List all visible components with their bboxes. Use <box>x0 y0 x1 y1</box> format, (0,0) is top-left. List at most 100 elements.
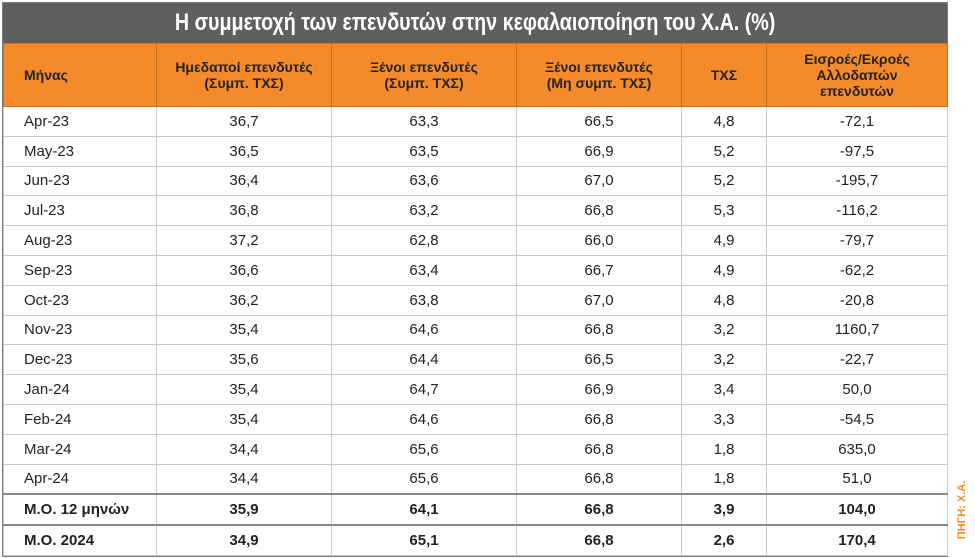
cell: 63,3 <box>331 106 517 137</box>
cell: 66,8 <box>516 463 682 495</box>
row-label: Μ.Ο. 2024 <box>3 524 157 556</box>
cell: -22,7 <box>766 344 948 376</box>
cell: 65,6 <box>331 463 517 495</box>
cell: 66,5 <box>516 106 682 137</box>
header-row: Μήνας Ημεδαποί επενδυτές (Συμπ. ΤΧΣ) Ξένοι … <box>3 43 948 107</box>
cell: 66,8 <box>516 403 682 435</box>
cell: 170,4 <box>766 524 948 556</box>
cell: 36,2 <box>156 284 332 316</box>
cell: 66,8 <box>516 524 682 556</box>
header-cell: Ημεδαποί επενδυτές (Συμπ. ΤΧΣ) <box>156 43 332 107</box>
cell: -62,2 <box>766 254 948 286</box>
row-label: Jun-23 <box>3 165 157 197</box>
cell: -72,1 <box>766 106 948 137</box>
source: ΠΗΓΗ: Χ.Α. <box>956 480 968 540</box>
row-label: Μ.Ο. 12 μηνών <box>3 493 157 526</box>
cell: 5,3 <box>681 195 767 227</box>
row-label: Nov-23 <box>3 314 157 346</box>
table-row: Jun-23 36,4 63,6 67,0 5,2 -195,7 <box>3 165 948 197</box>
row-label: Apr-24 <box>3 463 157 495</box>
header-line: (Συμπ. ΤΧΣ) <box>204 75 284 91</box>
cell: -79,7 <box>766 225 948 256</box>
cell: 4,8 <box>681 106 767 137</box>
cell: 35,9 <box>156 493 332 526</box>
header-cell: Μήνας <box>3 43 157 107</box>
header-line: ΤΧΣ <box>710 67 738 83</box>
cell: 63,2 <box>331 195 517 227</box>
header-cell: Ξένοι επενδυτές (Μη συμπ. ΤΧΣ) <box>516 43 682 107</box>
cell: 67,0 <box>516 165 682 197</box>
cell: 63,4 <box>331 254 517 286</box>
table-row: Jan-24 35,4 64,7 66,9 3,4 50,0 <box>3 374 948 405</box>
cell: 64,7 <box>331 374 517 405</box>
cell: 4,9 <box>681 225 767 256</box>
header-line: Ημεδαποί επενδυτές <box>175 59 313 75</box>
table-row: Apr-23 36,7 63,3 66,5 4,8 -72,1 <box>3 106 948 137</box>
table-row: Aug-23 37,2 62,8 66,0 4,9 -79,7 <box>3 225 948 256</box>
cell: 5,2 <box>681 135 767 167</box>
cell: 51,0 <box>766 463 948 495</box>
row-label: Jan-24 <box>3 374 157 405</box>
cell: 36,6 <box>156 254 332 286</box>
cell: -195,7 <box>766 165 948 197</box>
cell: -116,2 <box>766 195 948 227</box>
summary-row: Μ.Ο. 2024 34,9 65,1 66,8 2,6 170,4 <box>3 524 948 556</box>
header-line: Ξένοι επενδυτές <box>545 59 653 75</box>
row-label: Jul-23 <box>3 195 157 227</box>
cell: 3,2 <box>681 344 767 376</box>
title-bar: Η συμμετοχή των επενδυτών στην κεφαλαιοπ… <box>3 3 947 43</box>
header-line: (Μη συμπ. ΤΧΣ) <box>546 75 652 91</box>
cell: 64,4 <box>331 344 517 376</box>
cell: 66,9 <box>516 135 682 167</box>
cell: 635,0 <box>766 433 948 465</box>
cell: 34,4 <box>156 463 332 495</box>
header-cell: Εισροές/Εκροές Αλλοδαπών επενδυτών <box>766 43 948 107</box>
cell: 3,9 <box>681 493 767 526</box>
cell: 63,8 <box>331 284 517 316</box>
cell: 50,0 <box>766 374 948 405</box>
table-card: Η συμμετοχή των επενδυτών στην κεφαλαιοπ… <box>2 2 948 557</box>
cell: 35,6 <box>156 344 332 376</box>
row-label: Apr-23 <box>3 106 157 137</box>
cell: 1,8 <box>681 463 767 495</box>
table-row: Feb-24 35,4 64,6 66,8 3,3 -54,5 <box>3 403 948 435</box>
cell: 66,8 <box>516 433 682 465</box>
cell: 4,8 <box>681 284 767 316</box>
cell: 63,5 <box>331 135 517 167</box>
table-row: May-23 36,5 63,5 66,9 5,2 -97,5 <box>3 135 948 167</box>
row-label: Oct-23 <box>3 284 157 316</box>
cell: 3,3 <box>681 403 767 435</box>
summary-row: Μ.Ο. 12 μηνών 35,9 64,1 66,8 3,9 104,0 <box>3 493 948 526</box>
row-label: Aug-23 <box>3 225 157 256</box>
cell: 35,4 <box>156 374 332 405</box>
row-label: Feb-24 <box>3 403 157 435</box>
cell: 3,4 <box>681 374 767 405</box>
cell: 66,7 <box>516 254 682 286</box>
table-row: Oct-23 36,2 63,8 67,0 4,8 -20,8 <box>3 284 948 316</box>
table-row: Mar-24 34,4 65,6 66,8 1,8 635,0 <box>3 433 948 465</box>
cell: 66,8 <box>516 493 682 526</box>
header-line: επενδυτών <box>820 83 894 99</box>
cell: 66,8 <box>516 314 682 346</box>
header-line: (Συμπ. ΤΧΣ) <box>384 75 464 91</box>
table-row: Dec-23 35,6 64,4 66,5 3,2 -22,7 <box>3 344 948 376</box>
cell: 36,7 <box>156 106 332 137</box>
cell: -97,5 <box>766 135 948 167</box>
table-row: Nov-23 35,4 64,6 66,8 3,2 1160,7 <box>3 314 948 346</box>
cell: 64,1 <box>331 493 517 526</box>
header-line: Εισροές/Εκροές <box>804 51 910 67</box>
table-row: Jul-23 36,8 63,2 66,8 5,3 -116,2 <box>3 195 948 227</box>
table-body: Apr-23 36,7 63,3 66,5 4,8 -72,1 May-23 36,5 63,5… <box>3 106 948 556</box>
cell: 36,4 <box>156 165 332 197</box>
row-label: Sep-23 <box>3 254 157 286</box>
source-box: ΠΗΓΗ: Χ.Α. <box>952 470 972 550</box>
cell: 2,6 <box>681 524 767 556</box>
header-line: Αλλοδαπών <box>816 67 898 83</box>
cell: 37,2 <box>156 225 332 256</box>
cell: 62,8 <box>331 225 517 256</box>
cell: 65,6 <box>331 433 517 465</box>
cell: 66,8 <box>516 195 682 227</box>
header-line: Ξένοι επενδυτές <box>370 59 478 75</box>
cell: 1160,7 <box>766 314 948 346</box>
